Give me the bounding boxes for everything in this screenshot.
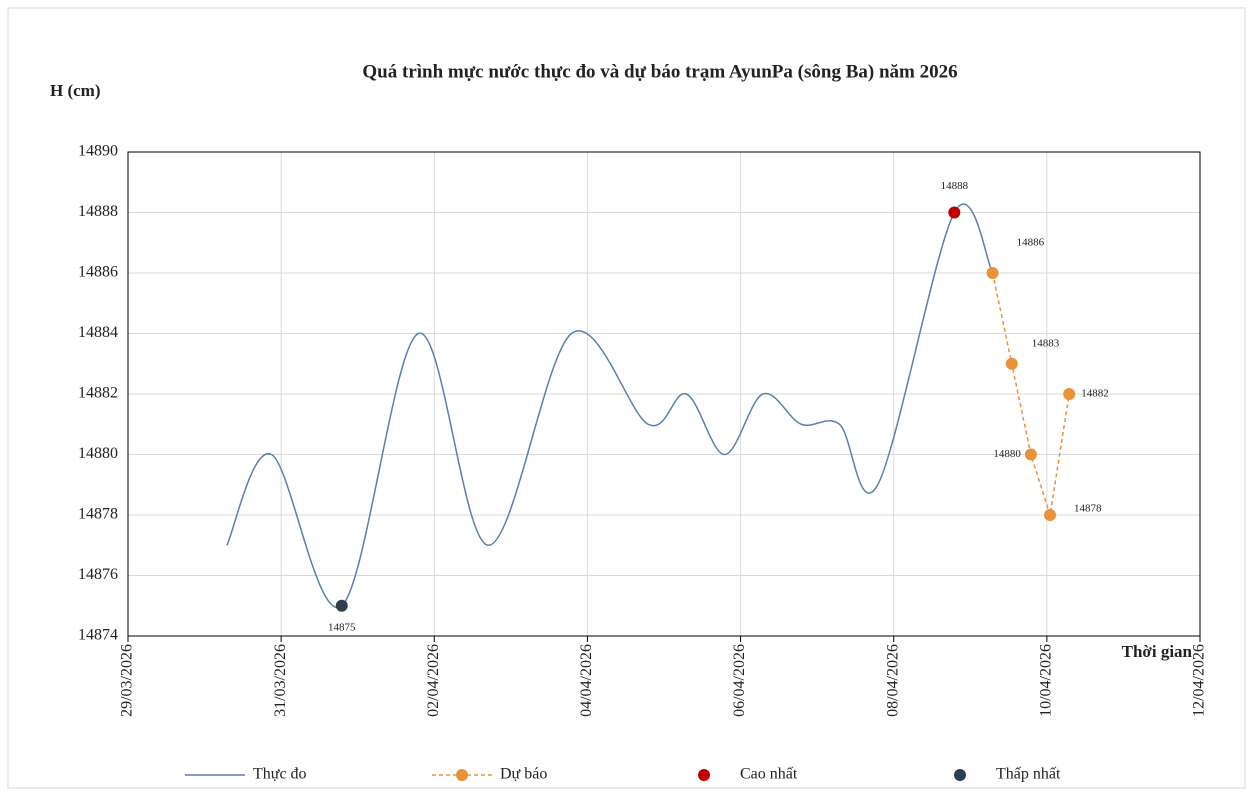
x-tick-label: 06/04/2026 xyxy=(731,644,748,717)
x-tick-label: 31/03/2026 xyxy=(272,644,289,717)
series-line xyxy=(226,203,994,609)
x-axis-label: Thời gian xyxy=(1122,642,1193,661)
point xyxy=(1024,448,1037,461)
data-label: 14882 xyxy=(1081,388,1109,400)
y-tick-label: 14886 xyxy=(78,264,118,281)
data-label: 14888 xyxy=(941,180,969,192)
y-axis-label: H (cm) xyxy=(50,81,101,100)
x-tick-label: 29/03/2026 xyxy=(119,644,136,717)
legend-swatch xyxy=(954,769,966,781)
legend-label: Thực đo xyxy=(253,766,307,783)
y-tick-label: 14880 xyxy=(78,445,118,462)
point xyxy=(1063,388,1076,400)
data-label: 14883 xyxy=(1032,337,1060,349)
legend-label: Thấp nhất xyxy=(996,766,1061,783)
chart-title: Quá trình mực nước thực đo và dự báo trạ… xyxy=(362,61,957,82)
x-tick-label: 10/04/2026 xyxy=(1038,644,1055,717)
legend-swatch xyxy=(456,769,468,781)
data-label: 14886 xyxy=(1017,237,1045,249)
point xyxy=(948,206,961,219)
point xyxy=(1044,509,1057,521)
x-tick-label: 02/04/2026 xyxy=(425,644,442,717)
legend-label: Cao nhất xyxy=(740,766,798,783)
x-tick-label: 12/04/2026 xyxy=(1191,644,1208,717)
point xyxy=(335,599,348,612)
chart-border xyxy=(7,7,1246,789)
legend-swatch xyxy=(698,769,710,781)
point xyxy=(986,267,999,279)
x-tick-label: 08/04/2026 xyxy=(884,644,901,717)
y-tick-label: 14874 xyxy=(78,627,118,644)
plot-area xyxy=(127,151,1201,637)
y-tick-label: 14890 xyxy=(78,143,118,160)
legend-label: Dự báo xyxy=(500,766,547,783)
data-label: 14878 xyxy=(1074,503,1102,515)
data-label: 14875 xyxy=(328,621,356,633)
x-tick-label: 04/04/2026 xyxy=(578,644,595,717)
y-tick-label: 14888 xyxy=(78,203,118,220)
y-tick-label: 14876 xyxy=(78,566,118,583)
y-tick-label: 14878 xyxy=(78,506,118,523)
y-tick-label: 14884 xyxy=(78,324,118,341)
point xyxy=(1005,357,1018,370)
data-label: 14880 xyxy=(993,448,1021,460)
y-tick-label: 14882 xyxy=(78,385,118,402)
